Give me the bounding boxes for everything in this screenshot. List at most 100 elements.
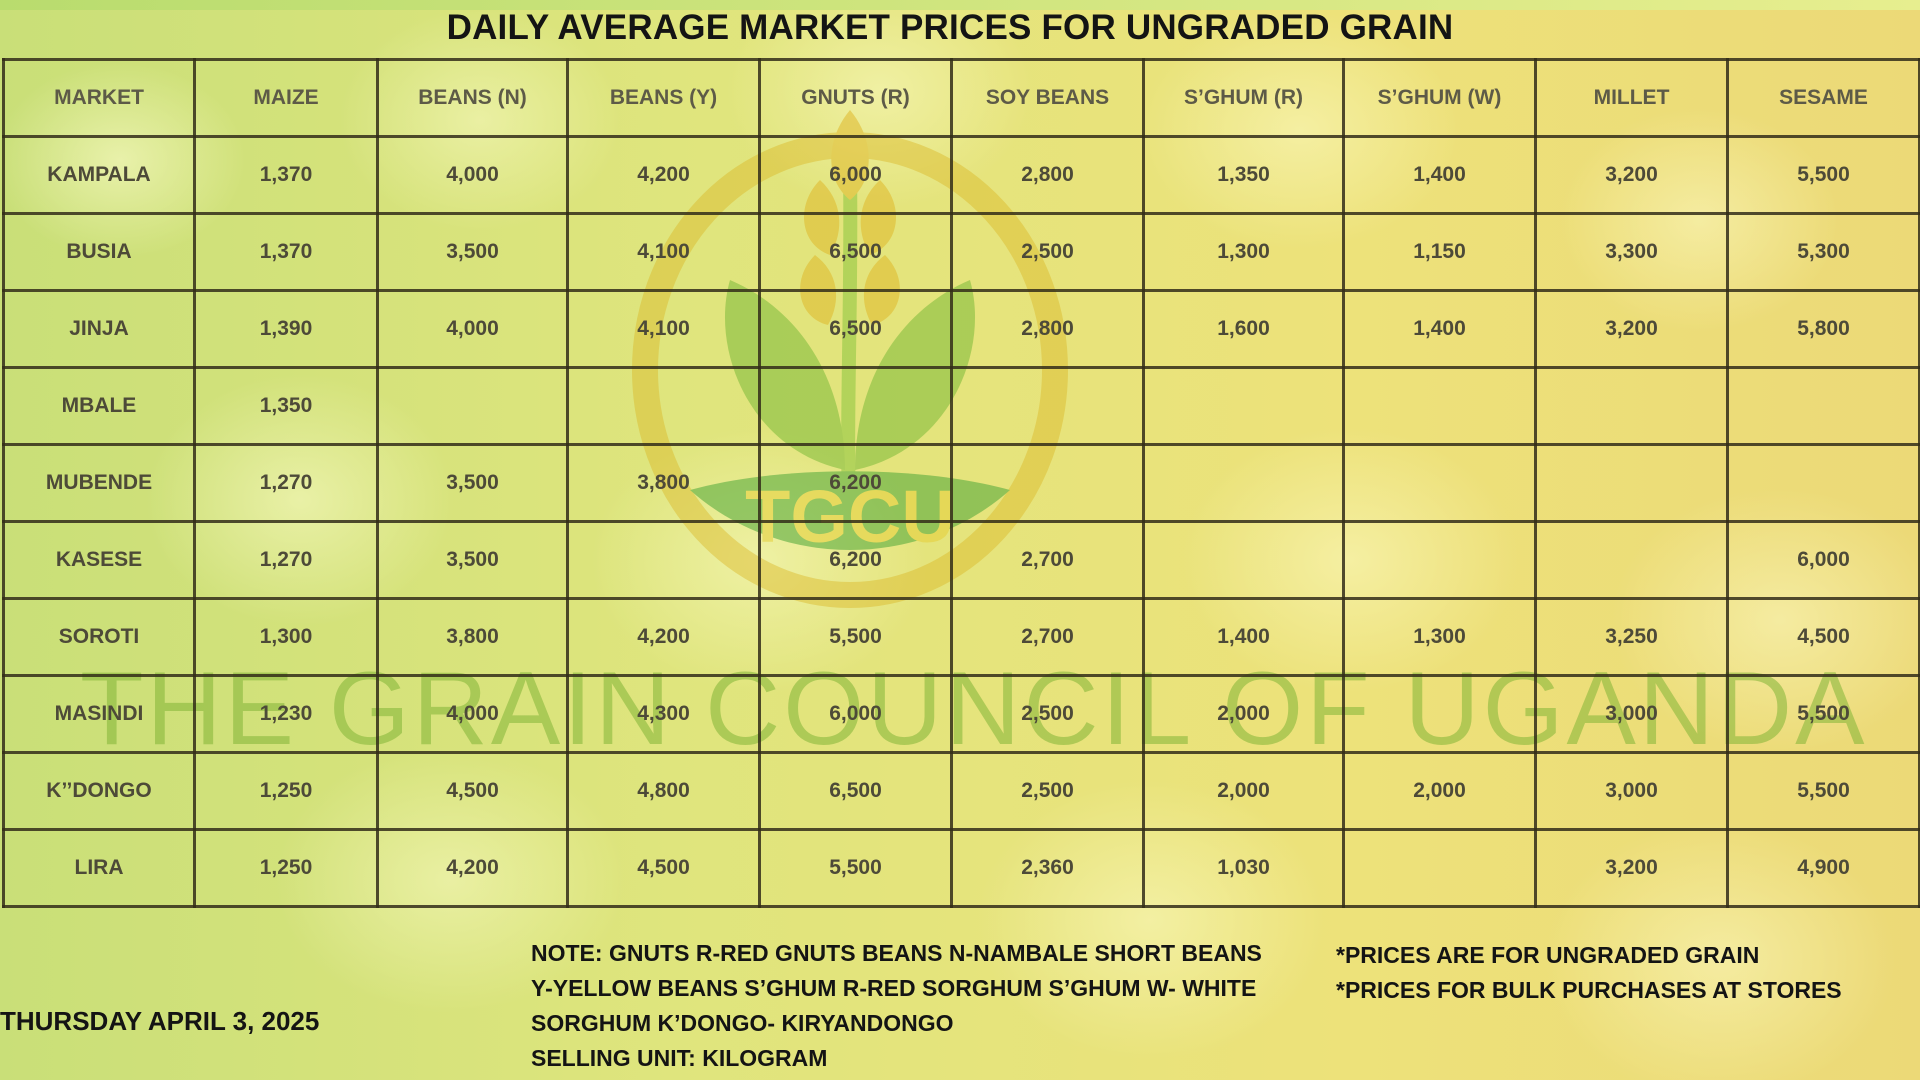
price-cell: 4,000 (376, 674, 569, 754)
price-cell: 1,250 (193, 751, 379, 831)
price-cell: 5,500 (758, 828, 953, 908)
table-row: LIRA 1,250 4,200 4,500 5,500 2,360 1,030 3,200 4… (2, 828, 1920, 908)
price-cell: 3,500 (376, 212, 569, 292)
price-cell: 2,700 (950, 520, 1145, 600)
note-line: NOTE: GNUTS R-RED GNUTS BEANS N-NAMBALE … (531, 940, 1262, 966)
price-cell: 3,300 (1534, 212, 1729, 292)
price-cell (758, 366, 953, 446)
market-cell: BUSIA (2, 212, 196, 292)
price-cell: 5,300 (1726, 212, 1920, 292)
price-cell: 4,500 (1726, 597, 1920, 677)
disclaimer-block: *PRICES ARE FOR UNGRADED GRAIN *PRICES F… (1336, 938, 1842, 1008)
price-cell: 2,800 (950, 289, 1145, 369)
price-cell (1342, 366, 1537, 446)
market-cell: MASINDI (2, 674, 196, 754)
price-cell: 4,300 (566, 674, 761, 754)
price-cell: 5,800 (1726, 289, 1920, 369)
price-cell: 1,350 (1142, 135, 1345, 215)
price-cell: 2,360 (950, 828, 1145, 908)
price-cell: 3,000 (1534, 751, 1729, 831)
price-cell (950, 443, 1145, 523)
price-cell: 4,200 (566, 597, 761, 677)
price-cell: 3,200 (1534, 828, 1729, 908)
price-cell (1342, 443, 1537, 523)
price-cell: 5,500 (758, 597, 953, 677)
price-cell: 1,270 (193, 443, 379, 523)
price-cell (376, 366, 569, 446)
price-cell: 1,370 (193, 135, 379, 215)
report-date: THURSDAY APRIL 3, 2025 (0, 1006, 320, 1036)
price-cell: 2,700 (950, 597, 1145, 677)
market-cell: KAMPALA (2, 135, 196, 215)
market-cell: MUBENDE (2, 443, 196, 523)
price-cell: 2,500 (950, 751, 1145, 831)
page-title: DAILY AVERAGE MARKET PRICES FOR UNGRADED… (446, 8, 1454, 47)
price-cell: 3,200 (1534, 135, 1729, 215)
price-cell: 1,270 (193, 520, 379, 600)
note-line: Y-YELLOW BEANS S’GHUM R-RED SORGHUM S’GH… (531, 975, 1257, 1001)
market-cell: JINJA (2, 289, 196, 369)
price-cell (1342, 828, 1537, 908)
price-cell: 1,150 (1342, 212, 1537, 292)
column-header: GNUTS (R) (758, 58, 953, 138)
price-cell: 4,900 (1726, 828, 1920, 908)
price-cell: 4,500 (376, 751, 569, 831)
price-cell: 1,350 (193, 366, 379, 446)
price-table: MARKET MAIZE BEANS (N) BEANS (Y) GNUTS (… (2, 58, 1920, 908)
price-cell: 6,200 (758, 520, 953, 600)
price-cell: 1,370 (193, 212, 379, 292)
column-header: MILLET (1534, 58, 1729, 138)
price-cell: 1,300 (1342, 597, 1537, 677)
market-cell: K’’DONGO (2, 751, 196, 831)
price-cell: 1,030 (1142, 828, 1345, 908)
price-cell (1534, 520, 1729, 600)
price-cell: 3,500 (376, 443, 569, 523)
price-cell: 3,800 (376, 597, 569, 677)
price-cell: 1,600 (1142, 289, 1345, 369)
price-cell: 4,100 (566, 212, 761, 292)
price-cell (1342, 520, 1537, 600)
price-cell (1726, 366, 1920, 446)
column-header: MARKET (2, 58, 196, 138)
price-cell (566, 520, 761, 600)
price-cell: 4,200 (566, 135, 761, 215)
price-cell: 2,500 (950, 212, 1145, 292)
price-cell: 1,390 (193, 289, 379, 369)
column-header: SESAME (1726, 58, 1920, 138)
price-cell: 3,800 (566, 443, 761, 523)
price-cell: 6,000 (758, 135, 953, 215)
column-header: S’GHUM (W) (1342, 58, 1537, 138)
price-cell: 6,000 (1726, 520, 1920, 600)
price-cell: 1,250 (193, 828, 379, 908)
price-cell (1534, 366, 1729, 446)
price-cell (566, 366, 761, 446)
table-row: BUSIA 1,370 3,500 4,100 6,500 2,500 1,300 1,150… (2, 212, 1920, 292)
price-cell: 3,250 (1534, 597, 1729, 677)
price-cell: 3,000 (1534, 674, 1729, 754)
price-cell (1342, 674, 1537, 754)
price-cell: 1,300 (1142, 212, 1345, 292)
price-cell: 6,500 (758, 751, 953, 831)
disclaimer-line: *PRICES ARE FOR UNGRADED GRAIN (1336, 942, 1760, 968)
price-cell (1726, 443, 1920, 523)
price-cell: 2,000 (1342, 751, 1537, 831)
price-cell (1142, 366, 1345, 446)
price-cell: 6,200 (758, 443, 953, 523)
market-cell: LIRA (2, 828, 196, 908)
price-cell: 1,400 (1342, 135, 1537, 215)
table-row: SOROTI 1,300 3,800 4,200 5,500 2,700 1,400 1,30… (2, 597, 1920, 677)
column-header: BEANS (N) (376, 58, 569, 138)
note-line: SELLING UNIT: KILOGRAM (531, 1045, 828, 1071)
price-cell: 6,000 (758, 674, 953, 754)
price-cell: 2,500 (950, 674, 1145, 754)
price-cell: 4,800 (566, 751, 761, 831)
price-cell: 3,200 (1534, 289, 1729, 369)
price-cell: 3,500 (376, 520, 569, 600)
price-cell: 1,300 (193, 597, 379, 677)
price-cell (1534, 443, 1729, 523)
price-cell: 4,000 (376, 289, 569, 369)
price-cell: 4,000 (376, 135, 569, 215)
price-cell: 2,000 (1142, 674, 1345, 754)
price-cell: 5,500 (1726, 135, 1920, 215)
table-header-row: MARKET MAIZE BEANS (N) BEANS (Y) GNUTS (… (2, 58, 1920, 138)
